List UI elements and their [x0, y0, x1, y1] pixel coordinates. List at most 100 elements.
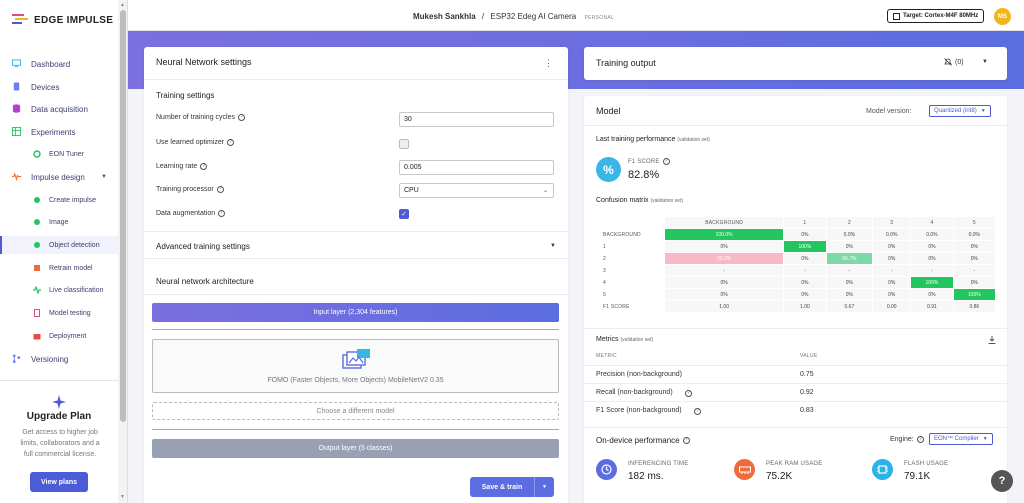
training-processor-select[interactable]: CPU ⌄ [399, 183, 554, 198]
help-icon[interactable]: ? [682, 437, 690, 444]
caret-down-icon[interactable]: ▼ [982, 59, 988, 65]
help-icon[interactable]: ? [237, 114, 245, 121]
f1-label-text: F1 SCORE [628, 158, 660, 165]
notifications-toggle[interactable]: (0) [944, 58, 964, 66]
help-chat-button[interactable]: ? [991, 470, 1013, 492]
training-output-title: Training output [596, 58, 656, 68]
breadcrumb-project[interactable]: ESP32 Edeg AI Camera [490, 12, 577, 21]
scroll-up-icon[interactable]: ▲ [120, 2, 125, 8]
advanced-settings-toggle[interactable]: Advanced training settings [156, 242, 250, 251]
matrix-cell: 0% [910, 288, 954, 301]
sidebar-item-eon-tuner[interactable]: EON Tuner [0, 145, 118, 163]
matrix-cell: 0% [910, 252, 954, 265]
cycles-label-text: Number of training cycles [156, 114, 235, 121]
percent-icon: % [596, 157, 621, 182]
learned-optimizer-checkbox[interactable] [399, 139, 409, 149]
sidebar-item-live-classification[interactable]: Live classification [0, 281, 118, 299]
breadcrumb-user[interactable]: Mukesh Sankhla [413, 12, 476, 21]
sidebar-item-image[interactable]: Image [0, 213, 118, 231]
avatar[interactable]: MS [994, 8, 1011, 25]
sidebar-item-experiments[interactable]: Experiments [0, 123, 118, 141]
validation-set-note: (validation set) [677, 137, 710, 143]
matrix-cell: 0% [825, 240, 874, 253]
matrix-cell: 0% [663, 276, 785, 289]
metric-value: 0.83 [800, 407, 814, 414]
model-title: Model [596, 106, 621, 116]
scroll-down-icon[interactable]: ▼ [120, 494, 125, 500]
metric-row: F1 Score (non-background)? 0.83 [584, 401, 1007, 419]
sidebar-item-data-acquisition[interactable]: Data acquisition [0, 100, 118, 118]
chevron-down-icon: ▼ [980, 108, 986, 114]
metrics-header-row: METRIC VALUE [584, 349, 1007, 363]
engine-label: Engine:? [890, 436, 924, 443]
engine-select[interactable]: EON™ Compiler ▼ [929, 433, 993, 445]
device-perf-title: On-device performance [596, 436, 680, 445]
logo[interactable]: EDGE IMPULSE [12, 14, 113, 26]
last-perf-text: Last training performance [596, 136, 676, 143]
metrics-title: Metrics [596, 336, 619, 343]
sidebar-item-impulse-design[interactable]: Impulse design ▼ [0, 168, 118, 186]
sidebar-item-object-detection[interactable]: Object detection [0, 236, 118, 254]
kebab-menu-icon[interactable]: ⋮ [544, 58, 553, 68]
data-augmentation-checkbox[interactable]: ✓ [399, 209, 409, 219]
help-icon[interactable]: ? [216, 186, 224, 193]
confusion-title: Confusion matrix [596, 197, 649, 204]
help-icon[interactable]: ? [694, 408, 701, 415]
sidebar-item-deployment[interactable]: Deployment [0, 327, 118, 345]
download-icon[interactable] [988, 336, 996, 344]
processor-label: Training processor? [156, 186, 224, 193]
matrix-cell: 0.0% [825, 228, 874, 241]
training-cycles-input[interactable]: 30 [399, 112, 554, 127]
sidebar: EDGE IMPULSE Dashboard Devices Data acqu… [0, 0, 118, 503]
scrollbar-thumb[interactable] [120, 10, 126, 422]
help-icon[interactable]: ? [200, 163, 208, 170]
save-train-dropdown-icon[interactable]: ▼ [534, 477, 554, 497]
row-label: F1 SCORE [592, 300, 665, 313]
sidebar-scrollbar[interactable]: ▲ ▼ [118, 0, 128, 503]
sidebar-item-create-impulse[interactable]: Create impulse [0, 191, 118, 209]
stat-value: 75.2K [766, 471, 793, 482]
help-icon[interactable]: ? [218, 210, 226, 217]
sidebar-item-dashboard[interactable]: Dashboard [0, 55, 118, 73]
processor-label-text: Training processor [156, 186, 214, 193]
sidebar-item-model-testing[interactable]: Model testing [0, 304, 118, 322]
training-settings-heading: Training settings [156, 91, 215, 100]
choose-model-button[interactable]: Choose a different model [152, 402, 559, 420]
target-device-button[interactable]: Target: Cortex-M4F 80MHz [887, 9, 985, 23]
caret-down-icon[interactable]: ▼ [550, 243, 556, 249]
divider [584, 328, 1007, 329]
model-block[interactable]: FOMO (Faster Objects, More Objects) Mobi… [152, 339, 559, 393]
matrix-cell: 0% [663, 240, 785, 253]
sidebar-item-label: Object detection [49, 241, 100, 249]
view-plans-button[interactable]: View plans [30, 472, 88, 492]
sidebar-item-devices[interactable]: Devices [0, 78, 118, 96]
divider [144, 258, 568, 259]
monitor-icon [12, 59, 21, 68]
model-version-select[interactable]: Quantized (int8) ▼ [929, 105, 991, 117]
f1-cell: 0.67 [825, 300, 874, 313]
test-icon [34, 309, 40, 317]
confusion-row: 2 33.3% 0% 66.7% 0% 0% 0% [592, 252, 997, 265]
inferencing-time-stat: INFERENCING TIME 182 ms. [596, 459, 688, 482]
corner-cell [592, 216, 665, 229]
f1-cell: 0.91 [910, 300, 954, 313]
save-train-button[interactable]: Save & train [481, 483, 523, 491]
help-icon[interactable]: ? [662, 158, 670, 165]
matrix-cell: 0% [783, 252, 827, 265]
metric-row: Recall (non-background)? 0.92 [584, 383, 1007, 401]
sidebar-item-versioning[interactable]: Versioning [0, 350, 118, 368]
model-name: FOMO (Faster Objects, More Objects) Mobi… [267, 376, 444, 384]
chevron-down-icon: ⌄ [542, 188, 548, 194]
flash-usage-stat: FLASH USAGE 79.1K [872, 459, 948, 482]
help-icon[interactable]: ? [227, 139, 235, 146]
help-icon[interactable]: ? [916, 436, 924, 443]
metric-row: Precision (non-background) 0.75 [584, 365, 1007, 383]
breadcrumb: Mukesh Sankhla / ESP32 Edeg AI Camera PE… [413, 12, 614, 21]
matrix-cell: 0.0% [910, 228, 954, 241]
sidebar-item-retrain-model[interactable]: Retrain model [0, 259, 118, 277]
matrix-cell: - [663, 264, 785, 277]
clock-icon [596, 459, 617, 480]
learning-rate-input[interactable]: 0.005 [399, 160, 554, 175]
metric-column-header: METRIC [596, 353, 617, 359]
help-icon[interactable]: ? [685, 390, 692, 397]
